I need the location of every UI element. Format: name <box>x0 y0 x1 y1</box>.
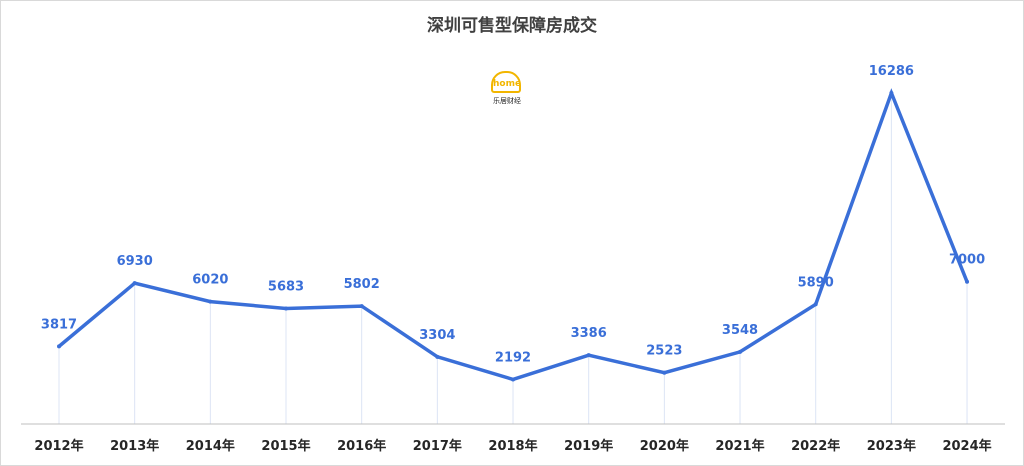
data-label-2015年: 5683 <box>268 279 304 294</box>
data-label-2020年: 2523 <box>646 344 682 359</box>
data-label-2021年: 3548 <box>722 323 758 338</box>
series-line <box>57 88 969 382</box>
data-label-2014年: 6020 <box>192 273 228 288</box>
data-point-2013年 <box>132 281 137 286</box>
data-point-2024年 <box>965 279 970 284</box>
data-label-2023年: 16286 <box>869 64 914 79</box>
x-tick-label-11: 2023年 <box>867 438 916 454</box>
x-tick-label-3: 2015年 <box>261 438 310 454</box>
data-point-2019年 <box>586 353 591 358</box>
x-tick-label-0: 2012年 <box>34 438 83 454</box>
data-point-2012年 <box>57 344 61 349</box>
x-tick-label-6: 2018年 <box>488 438 537 454</box>
x-tick-label-4: 2016年 <box>337 438 386 454</box>
x-tick-label-7: 2019年 <box>564 438 613 454</box>
data-point-2023年 <box>889 91 894 95</box>
brand-logo: home 乐居财经 <box>485 71 529 111</box>
x-tick-label-5: 2017年 <box>413 438 462 454</box>
data-label-2024年: 7000 <box>949 253 985 268</box>
data-label-2012年: 3817 <box>41 317 77 332</box>
data-point-2017年 <box>435 354 440 359</box>
x-tick-label-10: 2022年 <box>791 438 840 454</box>
x-tick-label-9: 2021年 <box>715 438 764 454</box>
x-tick-label-8: 2020年 <box>640 438 689 454</box>
home-house-icon: home <box>491 71 521 93</box>
x-tick-label-1: 2013年 <box>110 438 159 454</box>
data-point-2018年 <box>511 377 516 382</box>
x-tick-label-2: 2014年 <box>186 438 235 454</box>
data-label-2016年: 5802 <box>344 277 380 292</box>
data-point-2021年 <box>738 349 743 354</box>
data-point-2020年 <box>662 370 667 375</box>
data-label-2017年: 3304 <box>419 328 455 343</box>
data-label-2022年: 5890 <box>798 275 834 290</box>
data-point-2015年 <box>284 306 289 311</box>
logo-caption: 乐居财经 <box>493 97 521 105</box>
data-point-2014年 <box>208 299 213 304</box>
chart-title: 深圳可售型保障房成交 <box>427 16 597 36</box>
data-point-2016年 <box>359 304 364 309</box>
data-point-2022年 <box>813 302 818 307</box>
x-tick-label-12: 2024年 <box>942 438 991 454</box>
data-label-2018年: 2192 <box>495 350 531 365</box>
data-label-2013年: 6930 <box>117 254 153 269</box>
data-label-2019年: 3386 <box>571 326 607 341</box>
